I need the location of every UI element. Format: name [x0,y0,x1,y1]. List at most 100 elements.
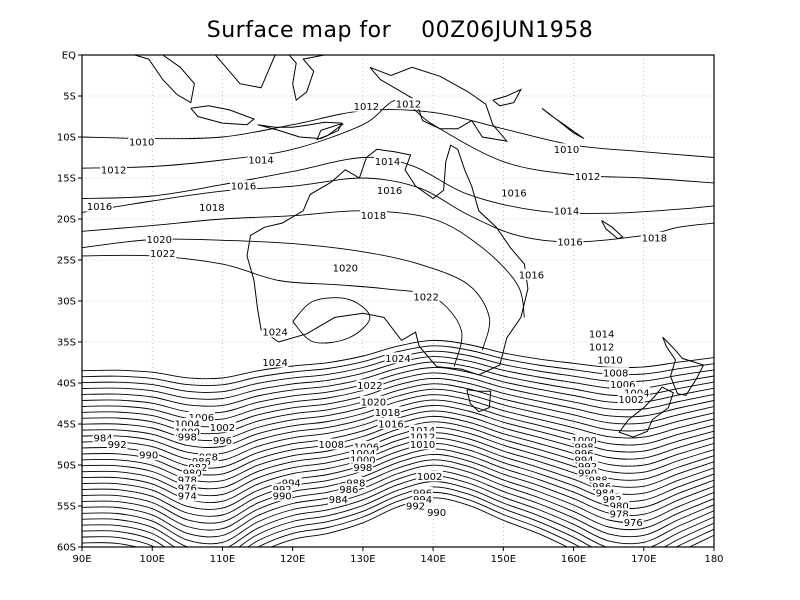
contour-label-bg [374,406,401,418]
contour-label-bg [187,461,209,473]
sulawesi-coast [288,55,328,101]
contour-label-bg [173,418,201,429]
contour-label: 1012 [354,102,379,113]
y-tick-label: 10S [57,133,76,144]
contour-label-bg [353,100,380,112]
contour-label-bg [409,438,436,450]
contour-label-bg [601,493,623,505]
contour-label: 1010 [597,356,622,367]
contour-label: 1018 [199,203,224,214]
contour-label: 986 [339,485,358,496]
southern-isobar [82,464,714,538]
contour-label: 1014 [375,157,400,168]
coastline-layer [120,55,705,438]
contour-label-bg [356,379,384,391]
contour-label-bg [261,356,289,368]
isobar-1012 [82,99,714,184]
contour-label-bg [328,493,349,505]
contour-label-bg [338,483,360,495]
contour-label: 1018 [642,233,667,244]
contour-label: 978 [610,510,629,521]
contour-label-bg [353,440,380,452]
contour-label-bg [271,490,293,502]
southern-isobar [82,491,714,547]
new-britain-coast [492,88,523,107]
x-tick-label: 110E [210,554,235,565]
contour-label: 1016 [557,237,582,248]
contour-label: 990 [273,492,292,503]
contour-label-bg [594,486,616,498]
contour-label-bg [128,135,156,147]
contour-label: 1000 [350,456,375,467]
contour-label: 990 [139,451,158,462]
contour-label-bg [138,449,160,461]
contour-label: 1024 [262,328,287,339]
new-caledonia-coast [601,220,624,240]
contour-label: 976 [178,483,197,494]
contour-label-bg [377,418,405,429]
contour-label-bg [317,438,345,450]
contour-label-bg [360,395,387,407]
contour-label-bg [177,431,198,443]
contour-label: 990 [427,508,446,519]
contour-label-bg [588,340,616,352]
contour-label-bg [416,470,443,482]
contour-label-bg [209,421,236,433]
contour-label-bg [405,500,426,511]
longitude-axis: 90E 100E 110E 120E 130E 140E 150E 160E 170E 180 [72,547,724,565]
contour-label: 1014 [589,329,614,340]
x-tick-label: 170E [631,554,656,565]
y-tick-label: 30S [57,297,76,308]
contour-label-bg [412,290,440,302]
contour-label-bg [623,386,651,398]
new-zealand-south-coast [618,386,674,438]
x-tick-label: 140E [420,554,445,565]
contour-label-bg [409,424,436,436]
contour-label-bg [187,411,215,423]
contour-label-bg [573,440,595,452]
latitude-axis: EQ 5S 10S 15S 20S 25S 30S 35S 40S 45S 50S 55S 60S [57,51,82,554]
contour-label-bg [191,455,212,467]
contour-label-bg [577,467,598,479]
contour-label: 1002 [210,423,235,434]
contour-label-bg [331,262,359,274]
contour-label-bg [587,473,609,485]
contour-label-bg [602,367,630,379]
contour-label: 1016 [519,270,544,281]
lesser-sunda-coast [257,121,343,140]
contour-label: 1008 [603,369,628,380]
contour-label: 1020 [361,397,386,408]
australia-coast [246,144,529,376]
contour-label-bg [198,201,226,213]
contour-label-bg [261,326,289,338]
isobar-1014 [82,156,714,214]
contour-label-bg [349,447,377,459]
contour-label: 998 [353,463,372,474]
contour-label: 974 [178,492,197,503]
contour-label: 1012 [396,100,421,111]
contour-label: 1024 [385,354,410,365]
contour-label-bg [384,352,412,364]
contour-label: 1020 [147,235,172,246]
southern-isobar [82,367,714,414]
y-tick-label: 55S [57,502,76,513]
southern-isobar [82,481,714,547]
contour-label-bg [352,461,374,473]
contour-label-bg [608,508,630,520]
map-title: Surface map for 00Z06JUN1958 [206,18,594,43]
contour-label-bg [86,200,113,212]
contour-label: 984 [329,495,348,506]
contour-label: 1012 [101,165,126,176]
contour-label-bg [395,98,422,110]
contour-label-bg [145,233,173,245]
y-tick-label: EQ [62,51,76,62]
y-tick-label: 40S [57,379,76,390]
contour-label: 1018 [361,211,386,222]
southern-isobar [82,394,714,448]
contour-label: 1022 [413,292,438,303]
contour-label: 978 [178,475,197,486]
sumatra-coast [120,55,195,104]
contour-label-bg [100,163,127,175]
contour-label-layer: 1010101210161020102210101012101410161018… [86,98,668,529]
contour-label-bg [518,268,545,280]
